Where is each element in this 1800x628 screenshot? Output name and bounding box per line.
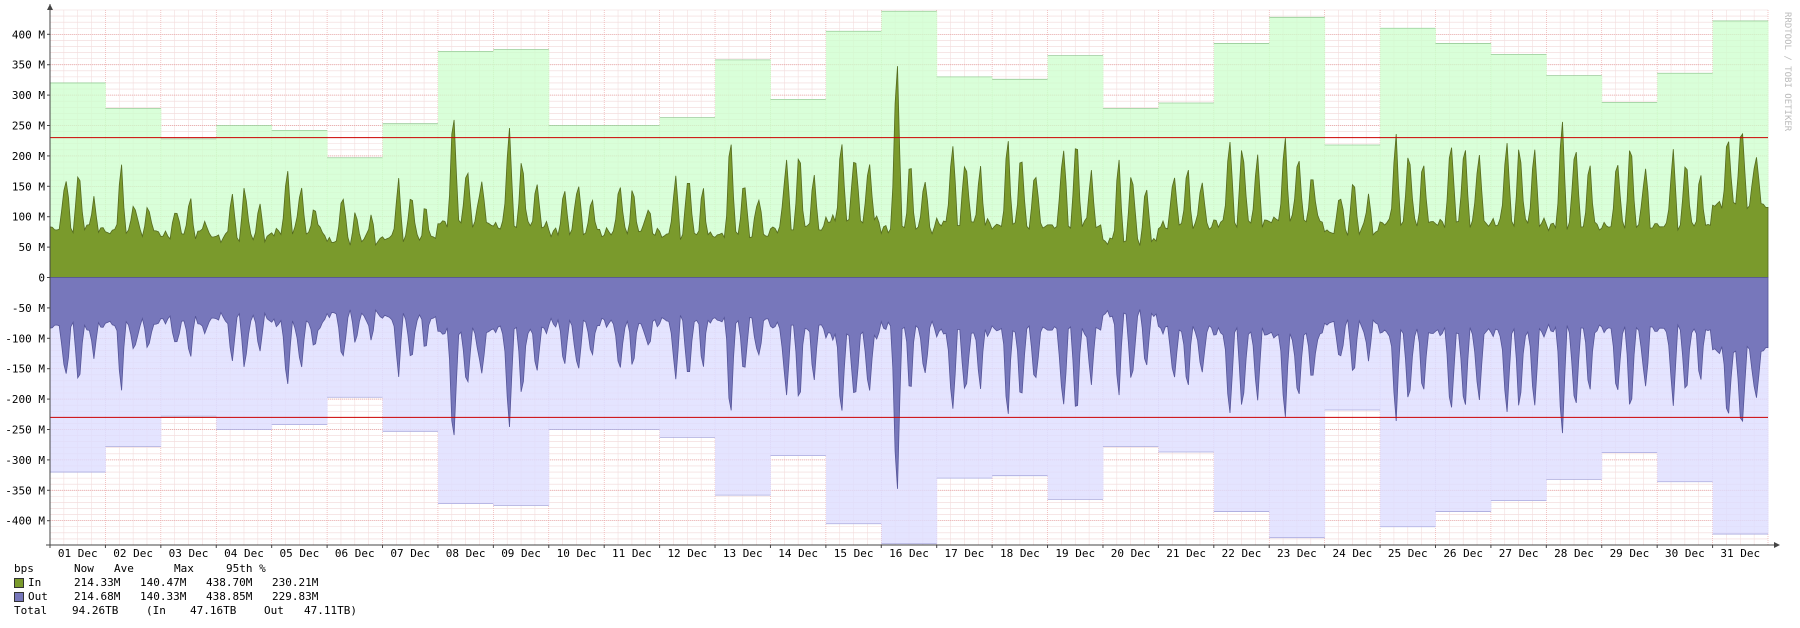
y-tick-label: 200 M bbox=[12, 150, 45, 163]
legend-header-ave: Ave bbox=[114, 562, 134, 575]
x-tick-label: 28 Dec bbox=[1554, 547, 1594, 560]
legend-row-out: Out 214.68M 140.33M 438.85M 229.83M bbox=[14, 590, 378, 604]
series-in-area bbox=[49, 66, 1769, 278]
percentile-lines bbox=[50, 137, 1768, 418]
x-tick-label: 04 Dec bbox=[224, 547, 264, 560]
y-tick-label: -150 M bbox=[5, 363, 45, 376]
x-tick-label: 14 Dec bbox=[778, 547, 818, 560]
legend-total-out-value: 47.11TB) bbox=[304, 604, 357, 617]
x-tick-labels: 01 Dec 02 Dec 03 Dec 04 Dec 05 Dec 06 Dec 07 D… bbox=[49, 545, 1760, 560]
legend-header-max: Max bbox=[174, 562, 194, 575]
legend-total-out-label: Out bbox=[264, 604, 284, 617]
x-tick-label: 25 Dec bbox=[1388, 547, 1428, 560]
x-tick-label: 23 Dec bbox=[1277, 547, 1317, 560]
y-tick-label: 250 M bbox=[12, 120, 45, 133]
legend-row-in: In 214.33M 140.47M 438.70M 230.21M bbox=[14, 576, 378, 590]
side-title: RRDTOOL / TOBI OETIKER bbox=[1782, 12, 1792, 132]
x-tick-label: 09 Dec bbox=[501, 547, 541, 560]
legend-header-now: Now bbox=[74, 562, 94, 575]
series-out-area bbox=[49, 277, 1769, 489]
y-tick-label: 50 M bbox=[19, 241, 46, 254]
x-axis-arrow bbox=[1774, 542, 1780, 548]
traffic-chart: 400 M 350 M 300 M 250 M 200 M 150 M 100 M 50 M 0… bbox=[5, 4, 1792, 560]
legend-ave-out: 140.33M bbox=[140, 590, 187, 603]
x-tick-label: 02 Dec bbox=[113, 547, 153, 560]
legend-max-out: 438.85M bbox=[206, 590, 253, 603]
legend-p95-in: 230.21M bbox=[272, 576, 319, 589]
legend-p95-out: 229.83M bbox=[272, 590, 319, 603]
legend-total: Total 94.26TB (In 47.16TB Out 47.11TB) bbox=[14, 604, 378, 618]
x-tick-label: 13 Dec bbox=[723, 547, 763, 560]
x-tick-label: 11 Dec bbox=[612, 547, 652, 560]
x-tick-label: 05 Dec bbox=[280, 547, 320, 560]
legend-header-p95: 95th % bbox=[226, 562, 266, 575]
x-tick-label: 12 Dec bbox=[667, 547, 707, 560]
legend-total-label: Total bbox=[14, 604, 48, 617]
x-tick-label: 21 Dec bbox=[1166, 547, 1206, 560]
y-tick-label: 350 M bbox=[12, 59, 45, 72]
legend-header: bps Now Ave Max 95th % bbox=[14, 562, 378, 576]
y-tick-label: 300 M bbox=[12, 89, 45, 102]
x-tick-label: 20 Dec bbox=[1111, 547, 1151, 560]
y-tick-label: -400 M bbox=[5, 515, 45, 528]
x-tick-label: 30 Dec bbox=[1665, 547, 1705, 560]
x-tick-label: 15 Dec bbox=[834, 547, 874, 560]
x-tick-label: 03 Dec bbox=[169, 547, 209, 560]
legend-swatch-in bbox=[14, 578, 24, 588]
legend-total-in-label: (In bbox=[146, 604, 166, 617]
x-tick-label: 06 Dec bbox=[335, 547, 375, 560]
y-axis-arrow bbox=[47, 4, 53, 10]
legend-now-in: 214.33M bbox=[74, 576, 121, 589]
legend-total-value: 94.26TB bbox=[72, 604, 119, 617]
x-tick-label: 24 Dec bbox=[1332, 547, 1372, 560]
x-tick-label: 27 Dec bbox=[1499, 547, 1539, 560]
x-tick-label: 19 Dec bbox=[1055, 547, 1095, 560]
x-tick-label: 10 Dec bbox=[557, 547, 597, 560]
legend-name-in: In bbox=[28, 576, 42, 589]
y-tick-label: -200 M bbox=[5, 393, 45, 406]
x-tick-label: 26 Dec bbox=[1443, 547, 1483, 560]
x-tick-label: 29 Dec bbox=[1610, 547, 1650, 560]
x-tick-label: 22 Dec bbox=[1222, 547, 1262, 560]
legend-header-unit: bps bbox=[14, 562, 34, 575]
y-tick-label: 400 M bbox=[12, 28, 45, 41]
legend-total-in-value: 47.16TB bbox=[190, 604, 237, 617]
legend-swatch-out bbox=[14, 592, 24, 602]
y-tick-label: -100 M bbox=[5, 332, 45, 345]
legend-now-out: 214.68M bbox=[74, 590, 121, 603]
x-tick-label: 31 Dec bbox=[1720, 547, 1760, 560]
legend-max-in: 438.70M bbox=[206, 576, 253, 589]
series-areas bbox=[49, 66, 1769, 489]
y-tick-label: -300 M bbox=[5, 454, 45, 467]
y-tick-labels: 400 M 350 M 300 M 250 M 200 M 150 M 100 M 50 M 0… bbox=[5, 28, 50, 528]
x-tick-label: 16 Dec bbox=[889, 547, 929, 560]
x-tick-label: 08 Dec bbox=[446, 547, 486, 560]
y-tick-label: 100 M bbox=[12, 211, 45, 224]
legend-ave-in: 140.47M bbox=[140, 576, 187, 589]
chart-axes bbox=[46, 4, 1780, 548]
x-tick-label: 01 Dec bbox=[58, 547, 98, 560]
y-tick-label: -50 M bbox=[12, 302, 45, 315]
legend-name-out: Out bbox=[28, 590, 48, 603]
y-tick-label: 150 M bbox=[12, 180, 45, 193]
x-tick-label: 07 Dec bbox=[390, 547, 430, 560]
y-tick-label: -250 M bbox=[5, 423, 45, 436]
y-tick-label: -350 M bbox=[5, 484, 45, 497]
y-tick-label: 0 bbox=[38, 272, 45, 285]
legend: bps Now Ave Max 95th % In 214.33M 140.47… bbox=[14, 562, 378, 618]
x-tick-label: 17 Dec bbox=[945, 547, 985, 560]
x-tick-label: 18 Dec bbox=[1000, 547, 1040, 560]
